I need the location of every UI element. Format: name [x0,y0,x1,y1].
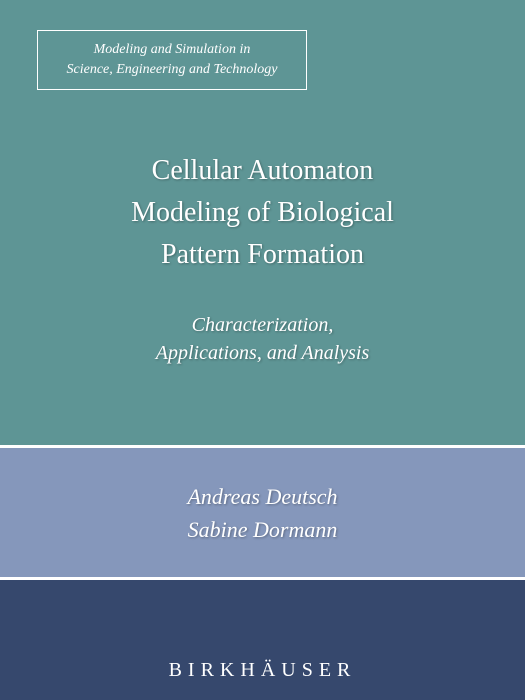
title-line-2: Modeling of Biological [40,192,485,234]
top-teal-section: Modeling and Simulation in Science, Engi… [0,0,525,445]
book-cover: Modeling and Simulation in Science, Engi… [0,0,525,700]
subtitle-line-1: Characterization, [40,311,485,339]
author-1: Andreas Deutsch [187,480,337,513]
bottom-publisher-section: BIRKHÄUSER [0,580,525,700]
title-line-3: Pattern Formation [40,234,485,276]
middle-author-section: Andreas Deutsch Sabine Dormann [0,445,525,580]
title-line-1: Cellular Automaton [40,150,485,192]
series-line: Modeling and Simulation in Science, Engi… [67,42,278,77]
subtitle-line-2: Applications, and Analysis [40,339,485,367]
main-title: Cellular Automaton Modeling of Biologica… [40,150,485,276]
author-2: Sabine Dormann [188,513,338,546]
title-block: Cellular Automaton Modeling of Biologica… [0,150,525,367]
subtitle: Characterization, Applications, and Anal… [40,311,485,367]
series-text: Modeling and Simulation in Science, Engi… [67,40,278,79]
publisher-name: BIRKHÄUSER [169,659,357,682]
series-box: Modeling and Simulation in Science, Engi… [37,30,307,90]
